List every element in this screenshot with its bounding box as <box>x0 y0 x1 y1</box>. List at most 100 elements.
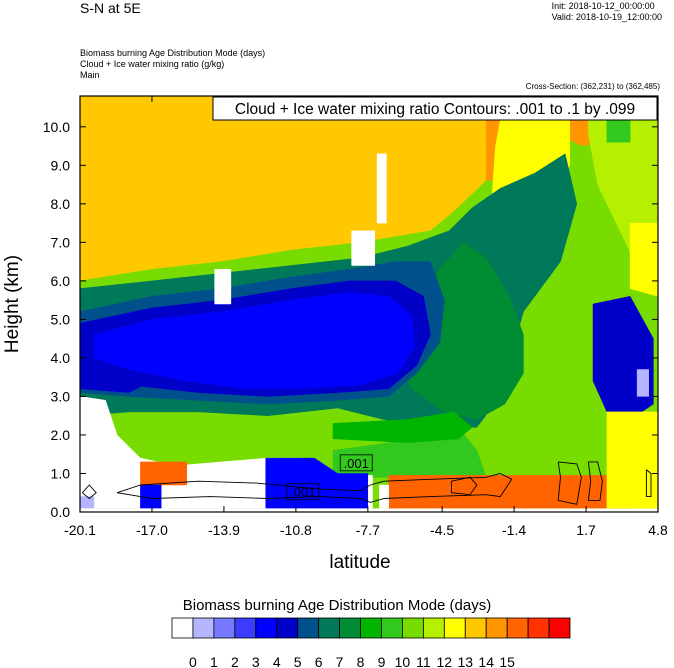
field-region-25 <box>214 269 232 305</box>
y-tick-label-4: 4.0 <box>51 350 71 366</box>
colorbar-swatch-10 <box>381 617 403 639</box>
colorbar-swatch-2 <box>213 617 236 639</box>
y-tick-label-10: 10.0 <box>43 119 70 135</box>
field-region-16 <box>140 461 188 486</box>
y-tick-label-8: 8.0 <box>51 196 71 212</box>
init-time: Init: 2018-10-12_00:00:00 <box>551 1 655 11</box>
field-region-12 <box>332 411 473 443</box>
colorbar-label-5: 5 <box>294 654 302 668</box>
y-tick-label-7: 7.0 <box>51 234 71 250</box>
colorbar-swatch-18 <box>548 617 571 639</box>
colorbar-swatch-7 <box>318 617 340 639</box>
plot-title: S-N at 5E <box>80 0 141 16</box>
y-tick-label-9: 9.0 <box>51 157 71 173</box>
colorbar-label-2: 2 <box>231 654 239 668</box>
contour-line-3 <box>450 476 478 496</box>
field-region-18 <box>265 457 369 509</box>
contour-line-4 <box>557 461 582 505</box>
field-region-10 <box>80 365 153 393</box>
x-tick-label-7: 1.7 <box>576 522 596 538</box>
x-tick-label-0: -20.1 <box>64 522 96 538</box>
field-region-26 <box>351 230 376 266</box>
contour-line-1 <box>117 479 513 503</box>
field-line-1: Biomass burning Age Distribution Mode (d… <box>80 48 266 58</box>
colorbar-label-8: 8 <box>357 654 365 668</box>
chart-title: Cloud + Ice water mixing ratio Contours:… <box>235 101 635 118</box>
contour-line-0 <box>116 473 513 494</box>
contour-label-box-1 <box>286 483 320 501</box>
colorbar-label-15: 15 <box>499 654 515 668</box>
colorbar-label-1: 1 <box>210 654 218 668</box>
colorbar-swatch-6 <box>297 617 320 639</box>
time-info: Init: 2018-10-12_00:00:00 Valid: 2018-10… <box>552 1 662 23</box>
colorbar-swatch-3 <box>234 617 257 639</box>
contour-label-box-0 <box>339 454 373 472</box>
y-tick-label-2: 2.0 <box>51 427 71 443</box>
colorbar-swatch-5 <box>276 617 299 639</box>
field-region-24 <box>606 411 658 509</box>
y-axis-label: Height (km) <box>2 255 23 353</box>
colorbar-title: Biomass burning Age Distribution Mode (d… <box>182 597 492 614</box>
heatmap-field <box>80 96 658 509</box>
contour-label-1: .001 <box>290 485 315 500</box>
x-axis-label: latitude <box>329 552 390 573</box>
x-tick-label-1: -17.0 <box>136 522 168 538</box>
contour-label-0: .001 <box>344 456 369 471</box>
contour-line-6 <box>645 469 652 498</box>
colorbar-swatch-16 <box>506 617 529 639</box>
field-region-9 <box>93 292 415 389</box>
y-tick-label-0: 0.0 <box>51 504 71 520</box>
colorbar-label-9: 9 <box>378 654 386 668</box>
colorbar-label-4: 4 <box>273 654 281 668</box>
chart-title-box: Cloud + Ice water mixing ratio Contours:… <box>212 96 658 121</box>
field-line-2: Cloud + Ice water mixing ratio (g/kg) <box>80 59 225 69</box>
colorbar-label-12: 12 <box>437 654 453 668</box>
y-tick-label-5: 5.0 <box>51 311 71 327</box>
y-tick-label-6: 6.0 <box>51 273 71 289</box>
colorbar-label-13: 13 <box>457 654 473 668</box>
contour-line-2 <box>81 484 97 500</box>
colorbar-swatch-11 <box>402 617 424 639</box>
colorbar-label-6: 6 <box>315 654 323 668</box>
colorbar-swatch-17 <box>527 617 550 639</box>
colorbar-swatch-15 <box>485 617 508 639</box>
colorbar-swatch-8 <box>339 617 361 639</box>
colorbar-label-7: 7 <box>336 654 344 668</box>
y-tick-label-3: 3.0 <box>51 388 71 404</box>
colorbar-swatch-12 <box>422 617 445 639</box>
cross-section-label: Cross-Section: (362,231) to (362,485) <box>525 82 660 91</box>
field-region-19 <box>379 484 389 509</box>
field-region-27 <box>376 153 387 224</box>
colorbar-swatch-9 <box>360 617 382 639</box>
x-tick-label-2: -13.9 <box>208 522 240 538</box>
field-region-21 <box>629 222 658 297</box>
contour-lines: .001 .001 <box>81 454 652 505</box>
field-list: Biomass burning Age Distribution Mode (d… <box>80 48 265 81</box>
contour-line-5 <box>587 461 603 501</box>
colorbar-label-3: 3 <box>252 654 260 668</box>
x-tick-label-6: -1.4 <box>502 522 526 538</box>
x-tick-label-8: 4.8 <box>648 522 668 538</box>
x-tick-label-5: -4.5 <box>430 522 454 538</box>
colorbar-swatch-1 <box>192 617 215 639</box>
colorbar-swatch-14 <box>464 617 487 639</box>
colorbar-label-0: 0 <box>189 654 197 668</box>
colorbar-swatch-13 <box>443 617 466 639</box>
plot-frame <box>79 95 659 513</box>
colorbar-label-10: 10 <box>395 654 411 668</box>
x-tick-label-3: -10.8 <box>280 522 312 538</box>
field-region-14 <box>80 496 95 509</box>
colorbar-label-14: 14 <box>478 654 494 668</box>
colorbar-swatch-4 <box>255 617 278 639</box>
colorbar-label-11: 11 <box>416 654 431 668</box>
x-tick-label-4: -7.7 <box>356 522 380 538</box>
colorbar: 0 1 2 3 4 5 6 7 8 9 10 11 12 13 14 15 <box>171 617 571 668</box>
field-region-23 <box>636 369 649 397</box>
field-line-3: Main <box>80 70 100 80</box>
field-region-15 <box>388 473 631 509</box>
valid-time: Valid: 2018-10-19_12:00:00 <box>551 12 662 22</box>
y-tick-label-1: 1.0 <box>51 465 71 481</box>
field-region-17 <box>140 484 162 509</box>
colorbar-swatch-0 <box>171 617 194 639</box>
